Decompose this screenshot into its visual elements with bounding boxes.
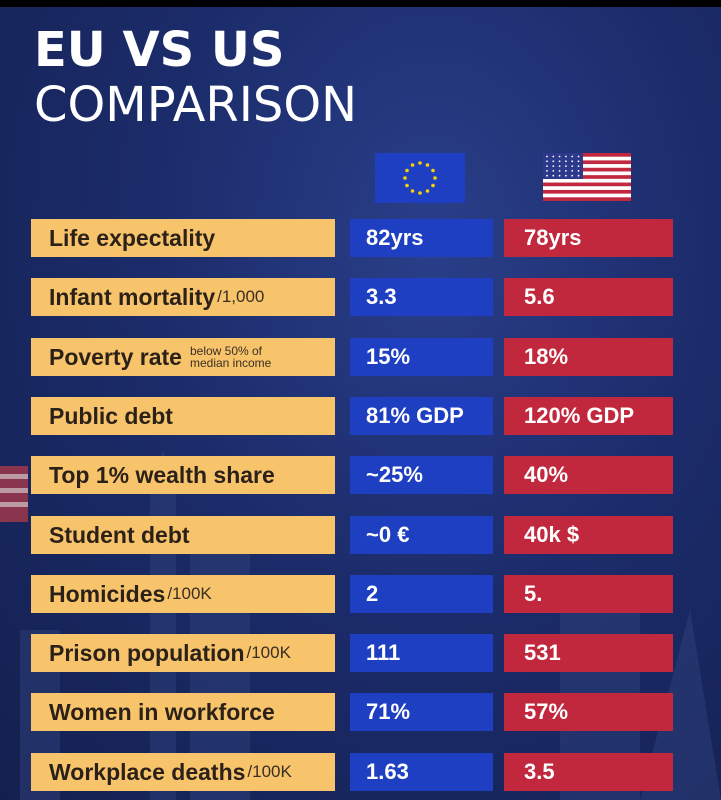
us-value: 40%: [504, 456, 673, 494]
row-label: Workplace deaths/100K: [31, 753, 335, 791]
row-label: Infant mortality/1,000: [31, 278, 335, 316]
table-row: Women in workforce 71% 57%: [0, 693, 721, 731]
row-label-text: Student debt: [49, 521, 190, 548]
us-flag-pole-icon: [0, 466, 28, 522]
table-row: Prison population/100K 111 531: [0, 634, 721, 672]
row-label-text: Prison population: [49, 639, 245, 666]
row-unit: /1,000: [217, 287, 265, 306]
row-label-text: Life expectality: [49, 224, 216, 251]
eu-value: ~0 €: [350, 516, 493, 554]
table-row: Life expectality 82yrs 78yrs: [0, 219, 721, 257]
eu-value: ~25%: [350, 456, 493, 494]
eu-value: 1.63: [350, 753, 493, 791]
row-label: Women in workforce: [31, 693, 335, 731]
title-line2: COMPARISON: [34, 77, 358, 133]
us-value: 5.: [504, 575, 673, 613]
row-label-text: Homicides: [49, 580, 166, 607]
us-value: 120% GDP: [504, 397, 673, 435]
us-value: 531: [504, 634, 673, 672]
table-row: Public debt 81% GDP 120% GDP: [0, 397, 721, 435]
row-label: Life expectality: [31, 219, 335, 257]
us-value: 5.6: [504, 278, 673, 316]
row-label: Top 1% wealth share: [31, 456, 335, 494]
row-label: Public debt: [31, 397, 335, 435]
row-unit: /100K: [167, 584, 212, 603]
eu-value: 81% GDP: [350, 397, 493, 435]
top-border: [0, 0, 721, 7]
us-value: 18%: [504, 338, 673, 376]
eu-value: 71%: [350, 693, 493, 731]
row-label-text: Top 1% wealth share: [49, 461, 275, 488]
row-unit: /100K: [246, 643, 291, 662]
title-line1: EU VS US: [34, 22, 285, 78]
us-value: 57%: [504, 693, 673, 731]
table-row: Student debt ~0 € 40k $: [0, 516, 721, 554]
row-label: Poverty rate below 50% of median income: [31, 338, 335, 376]
row-label-text: Public debt: [49, 402, 173, 429]
row-label-text: Poverty rate: [49, 343, 182, 370]
eu-value: 3.3: [350, 278, 493, 316]
us-value: 3.5: [504, 753, 673, 791]
eu-flag-icon: [375, 153, 465, 203]
table-row: Infant mortality/1,000 3.3 5.6: [0, 278, 721, 316]
row-unit: /100K: [247, 762, 292, 781]
row-label-text: Infant mortality: [49, 283, 216, 310]
eu-value: 111: [350, 634, 493, 672]
table-row: Top 1% wealth share ~25% 40%: [0, 456, 721, 494]
table-row: Workplace deaths/100K 1.63 3.5: [0, 753, 721, 791]
us-value: 78yrs: [504, 219, 673, 257]
row-label: Prison population/100K: [31, 634, 335, 672]
table-row: Homicides/100K 2 5.: [0, 575, 721, 613]
row-unit: below 50% of median income: [189, 344, 272, 370]
row-label-text: Women in workforce: [49, 698, 275, 725]
us-flag-icon: [543, 153, 631, 201]
eu-value: 82yrs: [350, 219, 493, 257]
row-label-text: Workplace deaths: [49, 758, 246, 785]
row-label: Student debt: [31, 516, 335, 554]
us-value: 40k $: [504, 516, 673, 554]
table-row: Poverty rate below 50% of median income 15…: [0, 338, 721, 376]
row-label: Homicides/100K: [31, 575, 335, 613]
eu-value: 15%: [350, 338, 493, 376]
eu-value: 2: [350, 575, 493, 613]
